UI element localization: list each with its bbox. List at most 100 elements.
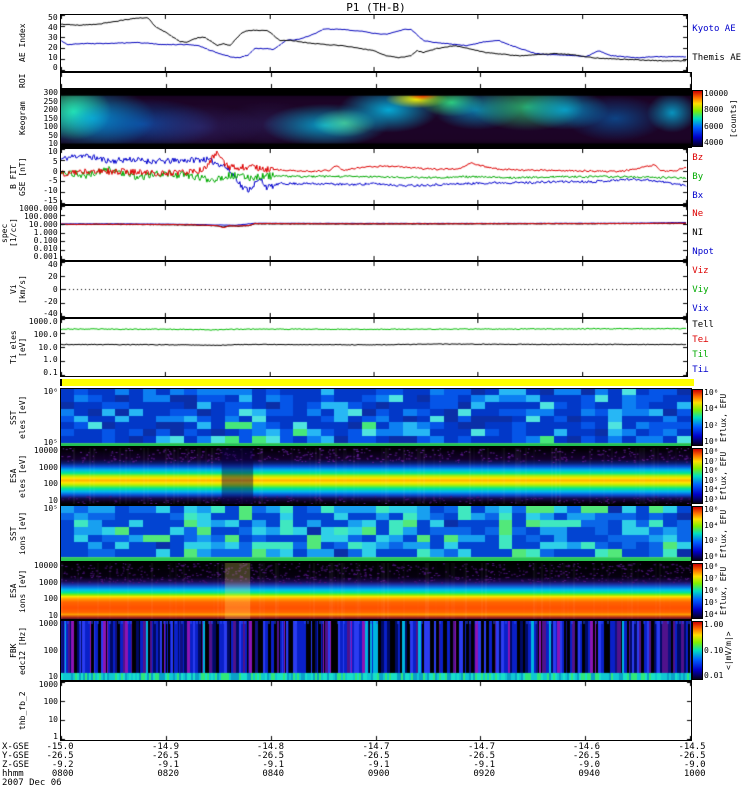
ae-ylabel: AE Index [17,23,27,63]
colorbar-tick: 10⁵ [704,475,719,485]
y-tick-label: 40 [48,23,58,32]
yellow-flag-bar [60,379,694,386]
axis-row-label: hhmm [2,769,24,779]
y-tick-label: 0 [52,63,58,72]
axis-tick-column: -14.7 -26.5 -9.1 0920 [468,743,495,779]
y-tick-label: 1 [53,731,58,741]
fbk-plot-area [60,620,692,681]
y-tick-label: 1000.000 [19,204,58,213]
bfield-ylabel: B FIT GSE [nT] [8,157,27,196]
y-tick-label: 200 [43,105,58,114]
colorbar-tick: 0.10 [704,645,724,655]
y-tick-label: 50 [48,13,58,22]
temperature-legend: Tell Te⊥ Til Ti⊥ [688,318,750,377]
y-tick-label: 100 [43,122,58,131]
colorbar-tick: 10⁴ [704,485,719,495]
velocity-chart-canvas [60,262,688,317]
colorbar-tick: 10⁰ [704,436,719,446]
legend-bz: Bz [692,152,704,163]
colorbar-unit-label: <|mV/m|> [724,631,734,670]
colorbar-tick: 10⁶ [704,388,719,397]
fb2-canvas [61,682,691,740]
axis-tick-value: -9.1 [367,760,390,770]
y-tick-label: 1000 [38,462,58,472]
bfield-plot-area [59,148,689,205]
fb2-plot-area [60,681,692,741]
axis-tick-value: -14.9 [151,742,180,752]
y-tick-label: 1000 [38,619,58,628]
colorbar-gradient [692,389,703,446]
legend-ne: Ne [692,209,704,220]
colorbar-tick: 1.00 [704,620,724,629]
axis-tick-column: -15.0 -26.5 -9.2 0800 [46,743,73,779]
sst-ions-yticks: 10⁵ [27,505,60,562]
axis-tick-value: 0940 [578,769,600,779]
y-tick-label: 100 [43,697,58,707]
axis-tick-value: -26.5 [678,751,706,761]
panel-ae-index: AE Index 50 40 30 20 10 0 Kyoto AE Themis AE [0,14,750,72]
colorbar-tick: 6000 [704,121,724,131]
legend-ni: NI [692,227,704,238]
velocity-plot-area [59,261,689,318]
esa-electrons-yticks: 10000 1000 100 10 [27,447,60,505]
colorbar-unit-label: Eflux, EFU [719,566,729,616]
legend-vix: Vix [692,303,709,314]
fbk-colorbar: 1.00 0.10 0.01 <|mV/m|> [692,620,750,681]
legend-by: By [692,171,704,182]
colorbar-tick: 10⁶ [704,505,719,514]
y-tick-label: 5 [52,156,58,166]
panel-keogram: Keogram 300 250 200 150 100 50 10 10000 8000 6000… [0,89,750,148]
colorbar-unit-label: Eflux, EFU [719,393,729,442]
axis-tick-value: -9.1 [262,760,284,770]
legend-kyoto-ae: Kyoto AE [692,23,736,34]
y-tick-label: 100.0 [33,329,58,339]
y-tick-label: -20 [43,296,58,306]
sst-electrons-ylabel: SST eles [eV] [9,395,27,440]
colorbar-gradient [692,563,703,619]
fbk-spectrogram-canvas [61,621,691,680]
axis-tick-value: -14.7 [362,742,390,752]
colorbar-ticks: 10⁸ 10⁷ 10⁶ 10⁵ 10⁴ [703,562,719,620]
velocity-ylabel: Vi [km/s] [8,275,27,304]
sst-ions-ylabel: SST ions [eV] [9,511,27,556]
y-tick-label: 100 [43,594,58,604]
colorbar-gradient [692,90,703,147]
axis-row-label: Y-GSE [2,751,30,761]
sst-electrons-colorbar: 10⁶ 10⁴ 10² 10⁰ Eflux, EFU [692,388,750,447]
colorbar-gradient [692,621,703,680]
colorbar-unit-label: [counts] [729,99,739,138]
axis-tick-value: -26.5 [467,751,496,761]
y-tick-label: 0.100 [33,236,58,245]
colorbar-ticks: 10⁶ 10⁴ 10² 10⁰ [703,388,719,447]
colorbar-gradient [692,506,703,561]
esa-electrons-spectrogram-canvas [61,448,691,504]
y-tick-label: 1.0 [43,355,58,365]
panel-density: spec [1/cc] 1000.000 100.000 10.000 1.000 0.1… [0,205,750,261]
axis-tick-value: -26.5 [572,751,600,761]
y-tick-label: 10⁵ [43,504,58,513]
keogram-yticks: 300 250 200 150 100 50 10 [27,89,60,148]
y-tick-label: 10⁶ [43,387,58,396]
axis-tick-value: -9.0 [578,760,600,770]
legend-bx: Bx [692,190,704,201]
axis-tick-value: 0900 [367,769,390,779]
panel-esa-electrons: ESA eles [eV] 10000 1000 100 10 10⁸ 10⁷ 10⁶ 10⁵… [0,447,750,505]
sst-electrons-plot-area [60,388,692,447]
colorbar-tick: 10⁷ [704,574,719,583]
esa-ions-colorbar: 10⁸ 10⁷ 10⁶ 10⁵ 10⁴ Eflux, EFU [692,562,750,620]
y-tick-label: 10.0 [38,342,58,352]
legend-viz: Viz [692,265,709,276]
sst-ions-plot-area [60,505,692,562]
legend-te⊥: Te⊥ [692,335,709,346]
y-tick-label: 40 [48,260,58,269]
bfield-chart-canvas [60,149,688,204]
bottom-axis: X-GSE Y-GSE Z-GSE hhmm 2007 Dec 06 -15.0 -26.… [0,743,750,791]
panel-fb2: thb_fb_2 1000 100 10 1 [0,681,750,741]
y-tick-label: -15 [43,195,58,205]
axis-tick-value: -9.2 [51,760,74,770]
colorbar-tick: 4000 [704,137,724,147]
legend-til: Til [692,349,709,360]
y-tick-label: 100.000 [23,212,58,221]
axis-tick-value: -14.8 [256,742,284,752]
